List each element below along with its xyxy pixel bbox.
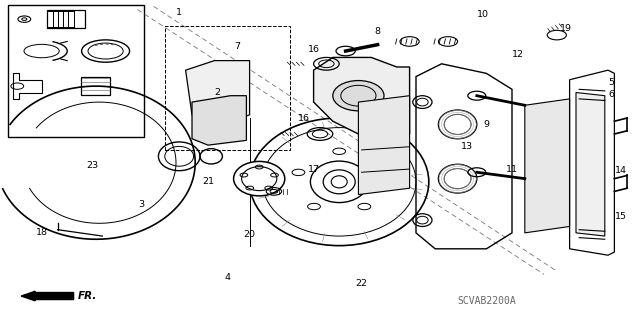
Polygon shape bbox=[358, 96, 410, 195]
Text: 23: 23 bbox=[87, 161, 99, 170]
Polygon shape bbox=[192, 96, 246, 145]
Bar bbox=[165, 26, 290, 150]
Ellipse shape bbox=[438, 164, 477, 193]
Ellipse shape bbox=[333, 81, 384, 111]
Ellipse shape bbox=[310, 161, 368, 203]
Text: 22: 22 bbox=[356, 279, 367, 288]
Bar bbox=[47, 10, 85, 28]
Polygon shape bbox=[576, 93, 605, 236]
Text: 3: 3 bbox=[138, 200, 144, 209]
Text: 12: 12 bbox=[513, 50, 524, 59]
Text: 21: 21 bbox=[202, 177, 214, 186]
Text: FR.: FR. bbox=[78, 291, 97, 301]
Text: 19: 19 bbox=[561, 24, 572, 33]
Text: 20: 20 bbox=[244, 230, 255, 239]
Text: 11: 11 bbox=[506, 165, 518, 174]
Text: 16: 16 bbox=[298, 114, 310, 122]
Text: 5: 5 bbox=[608, 78, 614, 87]
Text: SCVAB2200A: SCVAB2200A bbox=[457, 296, 516, 307]
Ellipse shape bbox=[234, 161, 285, 196]
Bar bbox=[81, 77, 110, 95]
Text: 8: 8 bbox=[374, 27, 381, 36]
Text: 16: 16 bbox=[308, 45, 319, 54]
Ellipse shape bbox=[438, 110, 477, 139]
Text: 6: 6 bbox=[608, 90, 614, 99]
Text: 9: 9 bbox=[483, 120, 490, 129]
Text: 14: 14 bbox=[615, 166, 627, 175]
Polygon shape bbox=[525, 99, 570, 233]
Text: 4: 4 bbox=[224, 273, 230, 282]
Text: 7: 7 bbox=[234, 42, 240, 51]
Text: 15: 15 bbox=[615, 212, 627, 221]
Text: 18: 18 bbox=[36, 228, 47, 237]
Polygon shape bbox=[186, 61, 250, 124]
Polygon shape bbox=[314, 57, 410, 144]
Text: 17: 17 bbox=[308, 165, 319, 174]
Text: 13: 13 bbox=[461, 142, 473, 151]
Bar bbox=[8, 5, 144, 137]
FancyArrow shape bbox=[21, 291, 74, 301]
Text: 1: 1 bbox=[176, 8, 182, 17]
Text: 10: 10 bbox=[477, 10, 489, 19]
Text: 2: 2 bbox=[214, 88, 221, 97]
